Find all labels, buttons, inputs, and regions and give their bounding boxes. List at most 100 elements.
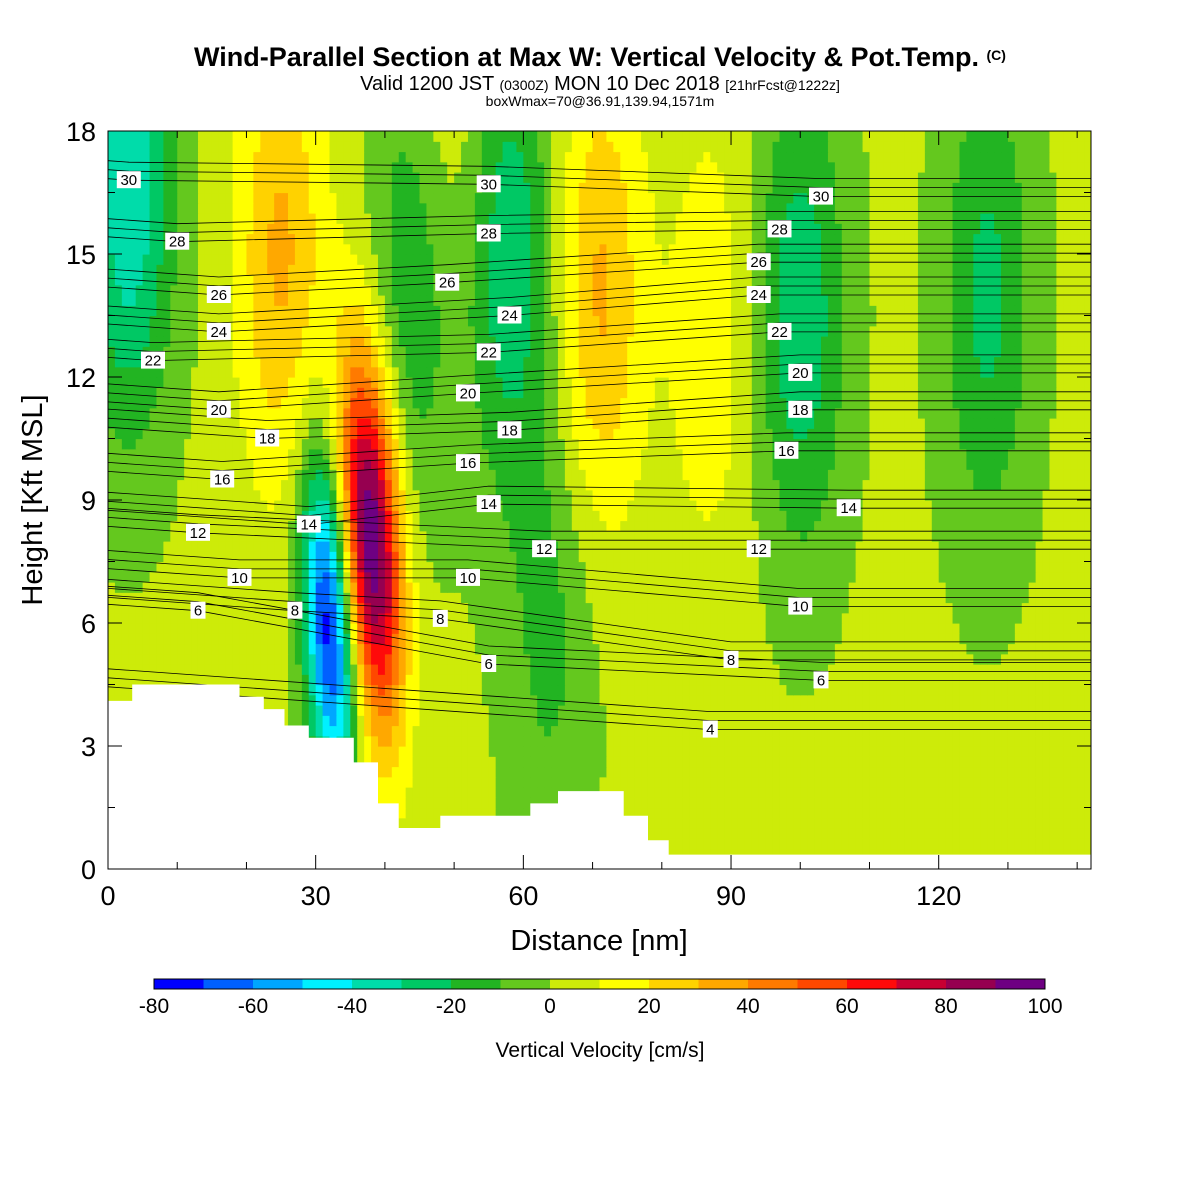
velocity-cell: [744, 746, 753, 757]
velocity-cell: [855, 653, 864, 665]
velocity-cell: [585, 612, 594, 624]
velocity-cell: [426, 582, 434, 593]
velocity-cell: [301, 715, 310, 727]
velocity-cell: [987, 510, 995, 522]
velocity-cell: [841, 828, 850, 839]
velocity-cell: [294, 633, 303, 645]
velocity-cell: [523, 510, 531, 522]
velocity-cell: [551, 664, 559, 675]
velocity-cell: [1070, 776, 1078, 788]
velocity-cell: [917, 694, 926, 706]
velocity-cell: [620, 602, 628, 614]
velocity-cell: [641, 797, 649, 809]
velocity-cell: [952, 561, 961, 573]
velocity-cell: [357, 633, 365, 645]
velocity-cell: [315, 664, 324, 675]
velocity-cell: [772, 510, 781, 522]
velocity-cell: [571, 520, 580, 532]
velocity-cell: [322, 674, 331, 686]
velocity-cell: [1084, 541, 1091, 552]
velocity-cell: [537, 735, 545, 747]
velocity-cell: [530, 571, 538, 583]
velocity-cell: [274, 602, 282, 614]
velocity-cell: [329, 582, 338, 593]
velocity-cell: [509, 643, 518, 655]
velocity-cell: [717, 653, 725, 665]
velocity-cell: [197, 653, 206, 665]
velocity-cell: [737, 735, 746, 747]
velocity-cell: [329, 551, 338, 563]
velocity-cell: [689, 828, 698, 839]
velocity-cell: [142, 633, 151, 645]
velocity-cell: [938, 756, 947, 768]
velocity-cell: [1042, 530, 1051, 542]
velocity-cell: [994, 633, 1002, 645]
velocity-cell: [744, 571, 753, 583]
velocity-cell: [454, 725, 462, 737]
velocity-cell: [869, 705, 877, 716]
velocity-cell: [225, 592, 234, 604]
velocity-cell: [710, 838, 718, 850]
velocity-cell: [564, 561, 573, 573]
velocity-cell: [765, 653, 774, 665]
velocity-cell: [211, 643, 220, 655]
velocity-cell: [911, 571, 919, 583]
velocity-cell: [917, 838, 926, 850]
velocity-cell: [862, 510, 871, 522]
velocity-cell: [1014, 746, 1023, 757]
velocity-cell: [779, 694, 788, 706]
velocity-cell: [737, 510, 746, 522]
velocity-cell: [391, 561, 400, 573]
velocity-cell: [537, 592, 545, 604]
velocity-cell: [821, 643, 829, 655]
velocity-cell: [1001, 653, 1009, 665]
velocity-cell: [121, 500, 130, 511]
velocity-cell: [606, 756, 614, 768]
velocity-cell: [779, 766, 788, 778]
velocity-cell: [440, 530, 448, 542]
velocity-cell: [121, 633, 130, 645]
velocity-cell: [897, 582, 905, 593]
velocity-cell: [467, 694, 476, 706]
velocity-cell: [461, 746, 469, 757]
velocity-cell: [121, 541, 130, 552]
velocity-cell: [516, 520, 524, 532]
velocity-cell: [800, 561, 808, 573]
velocity-cell: [398, 530, 407, 542]
velocity-cell: [578, 766, 587, 778]
velocity-cell: [980, 653, 988, 665]
velocity-cell: [661, 684, 670, 696]
velocity-cell: [890, 766, 898, 778]
velocity-cell: [710, 694, 718, 706]
velocity-cell: [557, 602, 566, 614]
velocity-cell: [779, 787, 788, 798]
velocity-cell: [343, 643, 351, 655]
velocity-cell: [897, 817, 905, 829]
velocity-cell: [253, 571, 261, 583]
velocity-cell: [1077, 612, 1085, 624]
velocity-cell: [703, 582, 711, 593]
velocity-cell: [758, 510, 767, 522]
velocity-cell: [821, 664, 829, 675]
velocity-cell: [966, 705, 974, 716]
velocity-cell: [876, 766, 884, 778]
velocity-cell: [191, 653, 199, 665]
velocity-cell: [724, 541, 732, 552]
velocity-cell: [980, 571, 988, 583]
velocity-cell: [731, 684, 739, 696]
velocity-cell: [1035, 541, 1044, 552]
velocity-cell: [467, 735, 476, 747]
velocity-cell: [737, 838, 746, 850]
velocity-cell: [197, 664, 206, 675]
velocity-cell: [474, 715, 483, 727]
velocity-cell: [253, 530, 261, 542]
velocity-cell: [987, 684, 995, 696]
velocity-cell: [994, 602, 1002, 614]
velocity-cell: [696, 797, 704, 809]
velocity-cell: [911, 510, 919, 522]
velocity-cell: [467, 623, 476, 634]
velocity-cell: [634, 612, 642, 624]
velocity-cell: [717, 807, 725, 819]
velocity-cell: [980, 684, 988, 696]
velocity-cell: [377, 582, 386, 593]
